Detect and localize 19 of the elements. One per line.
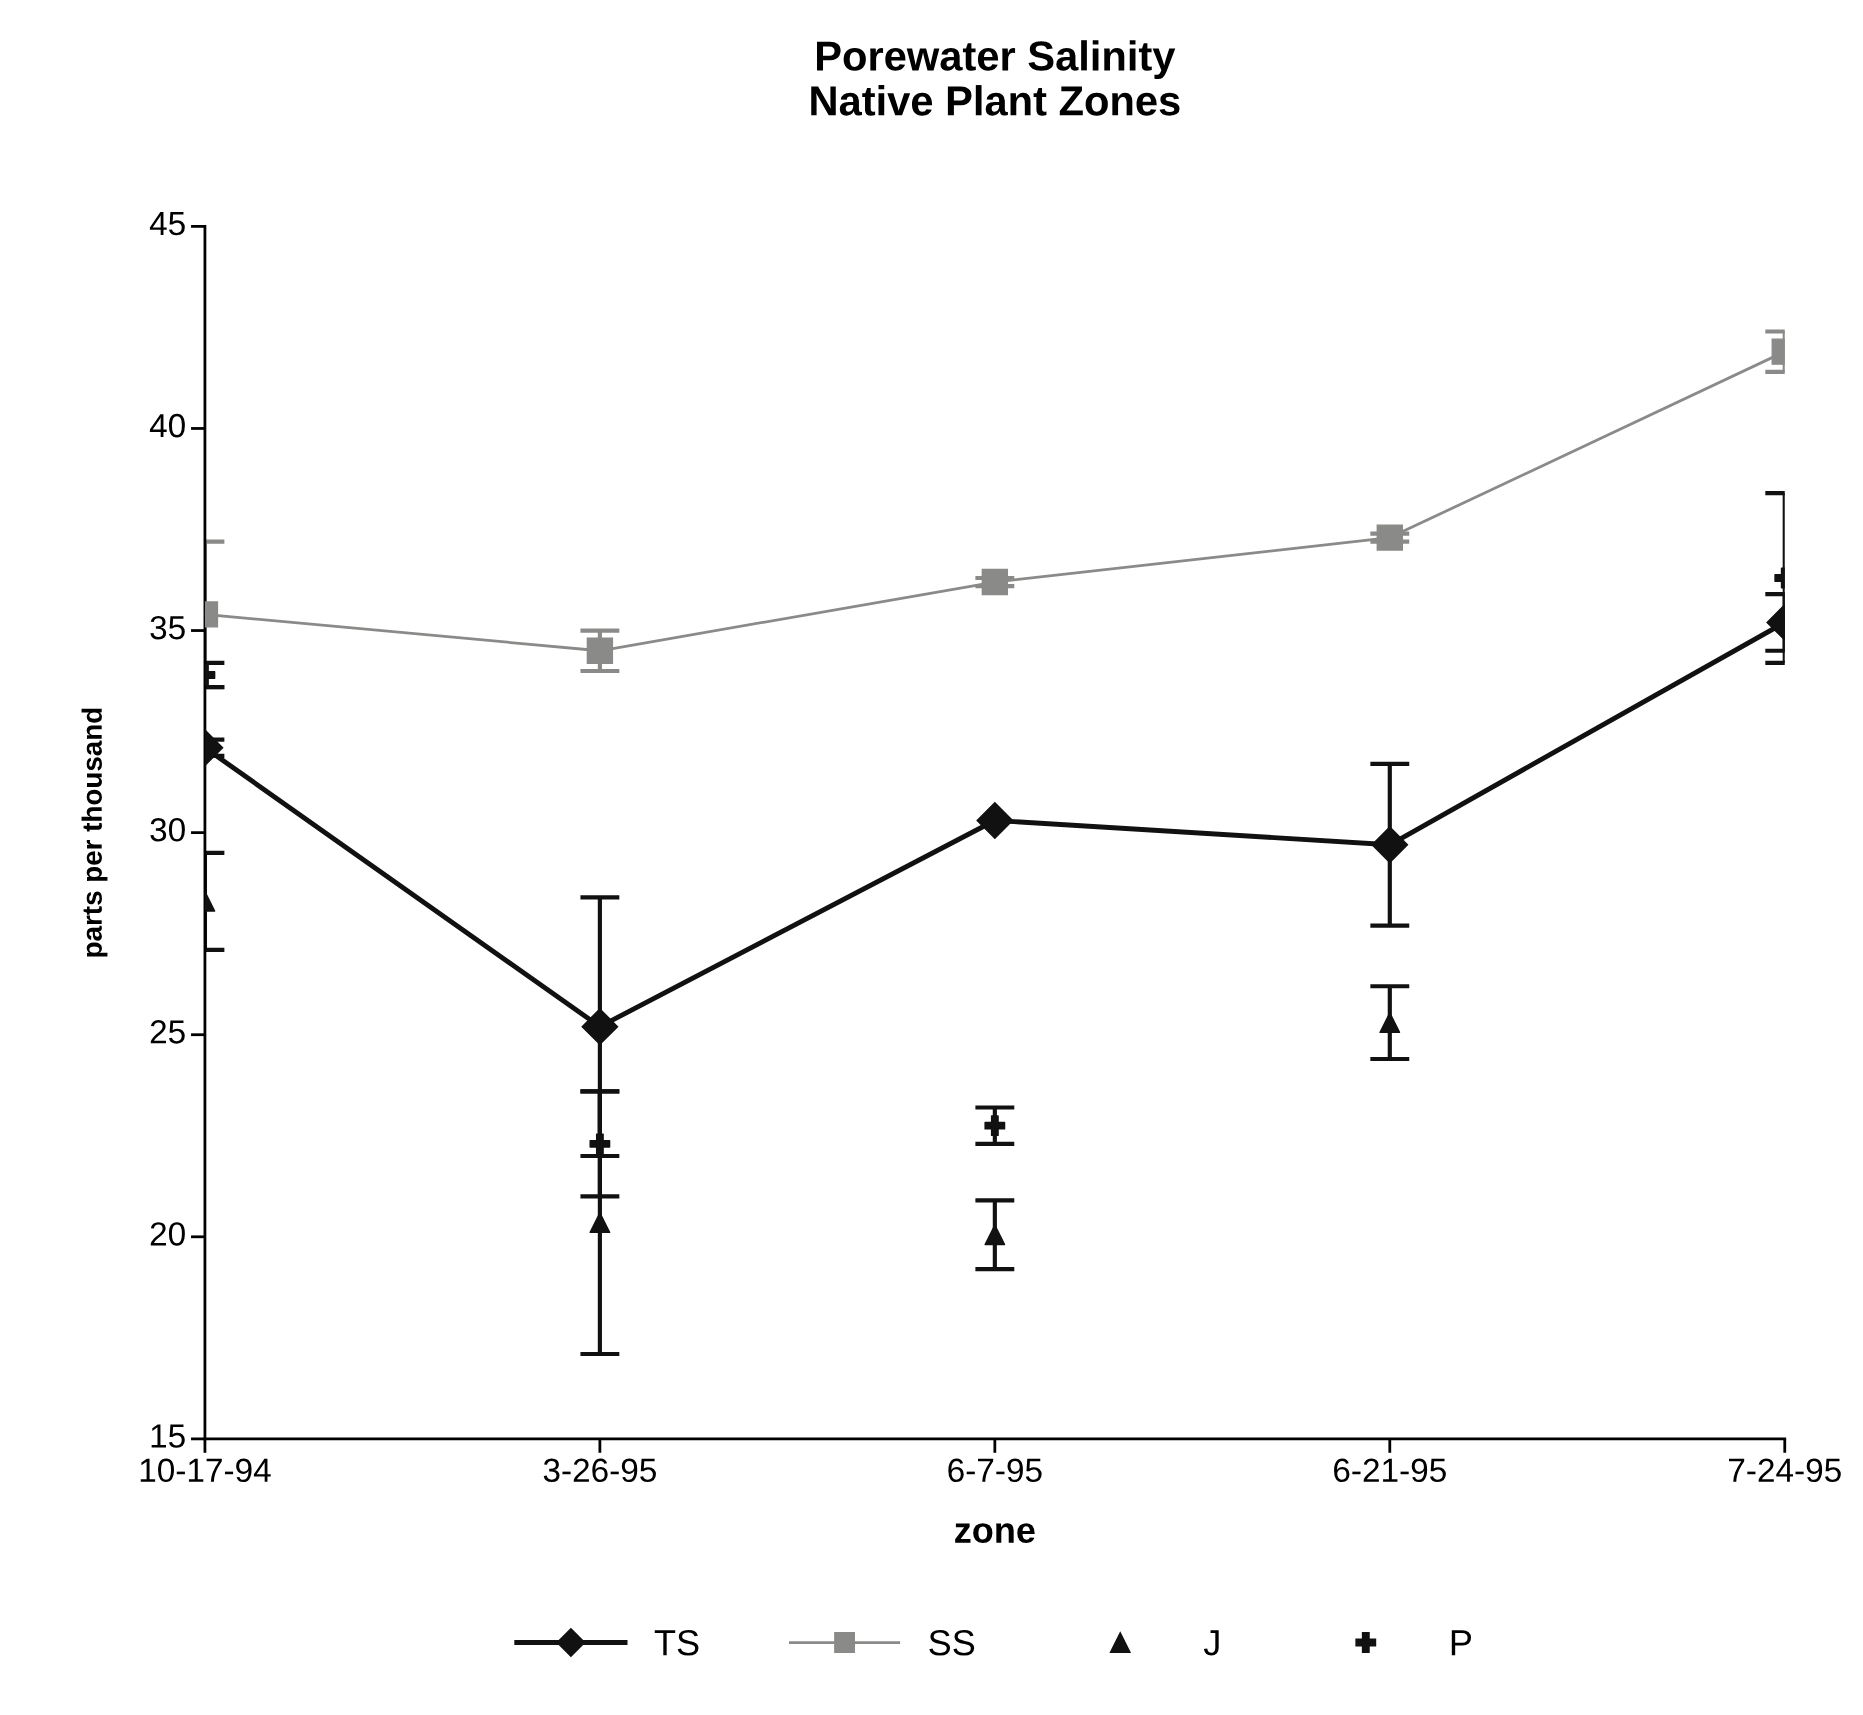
x-tick-label: 10-17-94 — [140, 1458, 271, 1483]
legend-label: J — [1203, 1630, 1219, 1656]
y-tick-label: 40 — [149, 413, 185, 438]
x-tick-label: 6-7-95 — [948, 1458, 1042, 1483]
x-tick-label: 6-21-95 — [1334, 1458, 1446, 1483]
y-tick-label: 45 — [149, 212, 185, 236]
chart-title: Porewater Salinity Native Plant Zones — [811, 40, 1180, 116]
y-tick-label: 20 — [150, 1222, 185, 1246]
legend-label: TS — [654, 1629, 699, 1656]
legend-label: SS — [929, 1629, 975, 1656]
x-tick-label: 7-24-95 — [1729, 1458, 1841, 1483]
y-tick-label: 15 — [151, 1424, 185, 1448]
x-axis-title: zone — [955, 1523, 1035, 1544]
y-axis-title: parts per thousand — [81, 708, 108, 957]
x-tick-label: 3-26-95 — [543, 1458, 656, 1483]
y-tick-label: 35 — [150, 615, 185, 640]
legend-label: P — [1451, 1630, 1472, 1656]
y-tick-label: 25 — [150, 1020, 185, 1044]
y-tick-label: 30 — [150, 817, 185, 842]
